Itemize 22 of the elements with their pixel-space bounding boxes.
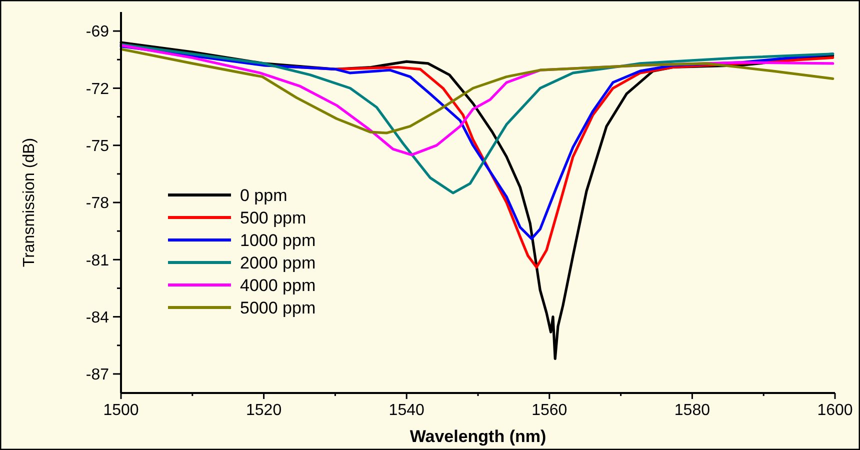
x-tick-label: 1580 (674, 402, 710, 419)
y-tick-label: -72 (86, 80, 110, 98)
y-tick-label: -84 (86, 309, 110, 326)
legend-label: 5000 ppm (240, 298, 316, 318)
line-series (120, 48, 834, 134)
legend-label: 4000 ppm (240, 276, 316, 295)
y-tick-label: -78 (86, 195, 110, 212)
x-tick-label: 1500 (103, 402, 139, 419)
y-tick-label: -75 (86, 138, 110, 155)
y-tick-label: -69 (86, 24, 110, 41)
x-tick-label: 1520 (246, 402, 282, 419)
legend-label: 500 ppm (240, 208, 306, 228)
y-tick-label: -81 (86, 252, 110, 270)
x-tick-label: 1560 (532, 402, 568, 419)
y-tick-label: -87 (86, 366, 110, 384)
x-tick-label: 1540 (388, 402, 424, 419)
x-tick-label: 1600 (817, 402, 853, 419)
legend-label: 0 ppm (240, 186, 288, 205)
legend-label: 1000 ppm (240, 230, 316, 250)
y-axis-title: Transmission (dB) (21, 138, 38, 268)
legend-label: 2000 ppm (240, 253, 316, 272)
x-axis-title: Wavelength (nm) (410, 427, 546, 446)
